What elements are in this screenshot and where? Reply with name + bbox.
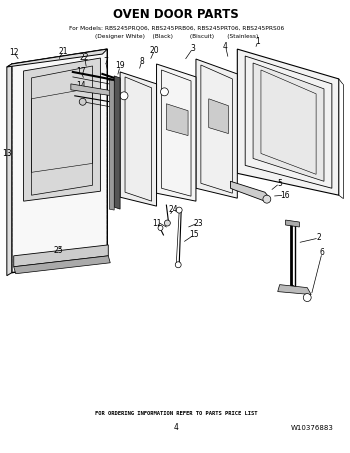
Polygon shape <box>14 256 110 274</box>
Circle shape <box>164 220 170 226</box>
Polygon shape <box>230 181 270 201</box>
Text: 17: 17 <box>76 67 85 77</box>
Polygon shape <box>253 63 324 181</box>
Polygon shape <box>209 99 229 134</box>
Polygon shape <box>109 80 114 210</box>
Circle shape <box>303 294 311 302</box>
Circle shape <box>79 98 86 105</box>
Text: 1: 1 <box>256 37 260 46</box>
Polygon shape <box>196 59 237 198</box>
Text: 21: 21 <box>58 47 68 56</box>
Text: 16: 16 <box>280 191 289 200</box>
Text: 13: 13 <box>2 149 12 158</box>
Text: 24: 24 <box>168 205 178 214</box>
Text: 5: 5 <box>277 179 282 188</box>
Text: 25: 25 <box>53 246 63 255</box>
Polygon shape <box>237 49 339 195</box>
Polygon shape <box>166 104 188 135</box>
Text: For Models: RBS245PRQ06, RBS245PRB06, RBS245PRT06, RBS245PRS06: For Models: RBS245PRQ06, RBS245PRB06, RB… <box>69 26 284 31</box>
Text: 2: 2 <box>317 233 321 242</box>
Circle shape <box>161 88 168 96</box>
Text: 7: 7 <box>103 57 108 66</box>
Polygon shape <box>7 64 12 276</box>
Text: 3: 3 <box>190 43 195 53</box>
Text: 11: 11 <box>152 218 161 227</box>
Polygon shape <box>114 76 120 209</box>
Text: 12: 12 <box>9 48 19 57</box>
Circle shape <box>263 195 271 203</box>
Polygon shape <box>12 49 107 273</box>
Text: 20: 20 <box>150 46 159 55</box>
Text: 23: 23 <box>193 218 203 227</box>
Text: 4: 4 <box>174 423 179 432</box>
Polygon shape <box>278 284 311 294</box>
Text: (Designer White)    (Black)         (Biscuit)       (Stainless): (Designer White) (Black) (Biscuit) (Stai… <box>94 34 258 39</box>
Text: 4: 4 <box>223 42 228 51</box>
Polygon shape <box>120 72 156 206</box>
Circle shape <box>120 92 128 100</box>
Text: 22: 22 <box>80 53 89 62</box>
Text: 6: 6 <box>320 248 324 257</box>
Text: OVEN DOOR PARTS: OVEN DOOR PARTS <box>113 8 239 21</box>
Polygon shape <box>286 220 299 227</box>
Text: FOR ORDERING INFORMATION REFER TO PARTS PRICE LIST: FOR ORDERING INFORMATION REFER TO PARTS … <box>95 411 258 416</box>
Polygon shape <box>7 49 107 67</box>
Text: 14: 14 <box>76 82 85 90</box>
Polygon shape <box>156 64 196 201</box>
Circle shape <box>176 207 182 213</box>
Circle shape <box>158 226 163 231</box>
Text: W10376883: W10376883 <box>291 425 334 431</box>
Polygon shape <box>23 58 100 201</box>
Polygon shape <box>71 84 112 96</box>
Text: 15: 15 <box>189 231 199 240</box>
Polygon shape <box>14 245 108 267</box>
Text: 19: 19 <box>115 62 125 71</box>
Circle shape <box>175 262 181 268</box>
Text: 8: 8 <box>139 57 144 66</box>
